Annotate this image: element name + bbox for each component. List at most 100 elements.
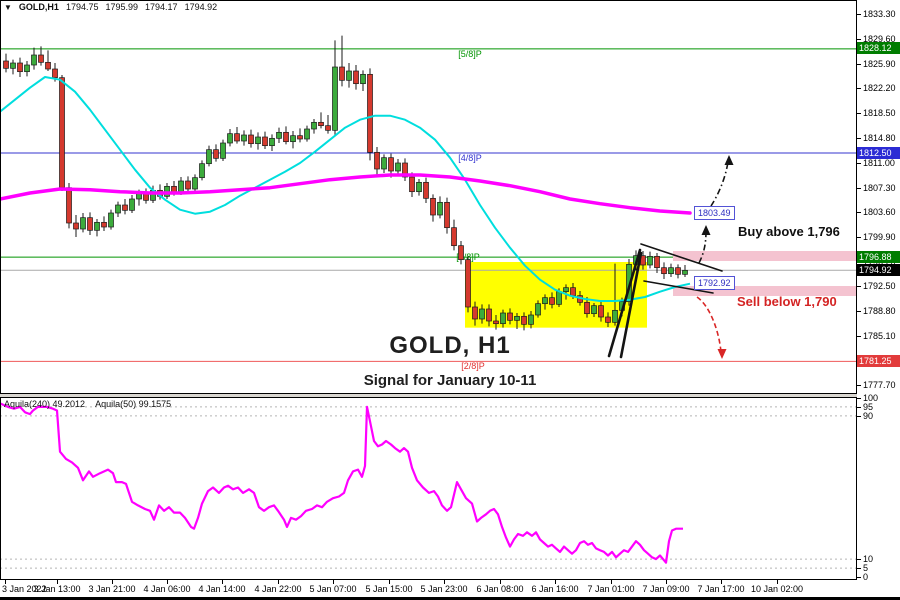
candle-body — [479, 308, 485, 320]
candle-body — [73, 222, 79, 230]
price-chart[interactable]: [5/8]P[4/8]P[3/8]P[2/8]P — [0, 0, 857, 394]
trend-line[interactable] — [607, 248, 642, 358]
candle-body — [248, 134, 254, 145]
candle-body — [549, 297, 555, 305]
time-tick — [611, 580, 612, 584]
axis-tick: 90 — [857, 411, 873, 421]
candle-body — [276, 131, 282, 139]
indicator-header: Aquila(240) 49.2012 Aquila(50) 99.1575 — [4, 399, 171, 409]
chart-frame — [0, 0, 857, 394]
candle-body — [227, 133, 233, 144]
candle-body — [353, 70, 359, 85]
aquila-line — [0, 402, 683, 564]
slow-ma-price-tag[interactable]: 1803.49 — [694, 206, 735, 220]
fast-ma-line — [0, 76, 691, 302]
price-marker-label: 1828.12 — [857, 42, 900, 54]
axis-tick: 1799.90 — [857, 232, 896, 242]
candle-body — [605, 316, 611, 323]
axis-tick: 1829.60 — [857, 34, 896, 44]
axis-tick: 1811.00 — [857, 158, 895, 168]
time-label: 4 Jan 14:00 — [198, 584, 246, 594]
candle-body — [647, 255, 653, 266]
candle-body — [584, 301, 590, 315]
fast-ma-price-tag[interactable]: 1792.92 — [694, 276, 735, 290]
candle-body — [402, 162, 408, 178]
time-label: 6 Jan 16:00 — [531, 584, 579, 594]
candle-body — [283, 131, 289, 143]
aquila-50-label: Aquila(50) 99.1575 — [95, 399, 172, 409]
candle-body — [521, 315, 527, 325]
candle-body — [500, 312, 506, 325]
axis-tick: 100 — [857, 393, 878, 403]
axis-tick: 1777.70 — [857, 380, 896, 390]
candle-body — [339, 66, 345, 81]
axis-tick: 1822.20 — [857, 83, 896, 93]
bear-arrow-head — [717, 349, 727, 359]
candle-body — [472, 306, 478, 320]
price-axis[interactable]: 1833.30 1829.60 1825.90 1822.20 1818.50 1814.… — [857, 0, 900, 582]
axis-tick: 1818.50 — [857, 108, 896, 118]
candle-body — [542, 297, 548, 305]
candle-body — [451, 227, 457, 247]
time-tick — [777, 580, 778, 584]
bull-arrow-2-head — [724, 155, 734, 165]
candle-body — [185, 180, 191, 190]
bear-arrow[interactable] — [696, 296, 722, 353]
time-label: 7 Jan 01:00 — [587, 584, 635, 594]
trend-line[interactable] — [619, 251, 643, 359]
chevron-down-icon[interactable]: ▼ — [4, 2, 12, 12]
candle-body — [122, 204, 128, 211]
aquila-indicator-panel[interactable] — [0, 397, 857, 580]
candle-body — [129, 198, 135, 211]
candle-body — [31, 54, 37, 66]
time-label: 10 Jan 02:00 — [750, 584, 804, 594]
axis-tick: 0 — [857, 572, 868, 582]
candle-body — [52, 68, 58, 79]
axis-tick: 1788.80 — [857, 306, 896, 316]
axis-tick: 95 — [857, 402, 873, 412]
zone-band[interactable] — [673, 251, 856, 261]
candle-body — [612, 309, 618, 323]
candle-body — [206, 149, 212, 165]
time-tick — [721, 580, 722, 584]
trend-line[interactable] — [640, 243, 723, 272]
candle-body — [535, 303, 541, 316]
candle-body — [45, 61, 51, 70]
time-label: 4 Jan 06:00 — [143, 584, 191, 594]
panel-separator[interactable] — [0, 394, 857, 397]
candle-body — [437, 201, 443, 216]
candle-body — [360, 73, 366, 85]
candle-body — [213, 149, 219, 159]
open-value: 1794.75 — [65, 2, 99, 12]
slow-ma-line — [0, 173, 692, 215]
time-label: 5 Jan 15:00 — [365, 584, 413, 594]
candle-body — [346, 70, 352, 81]
candle-body — [458, 245, 464, 261]
time-label: 3 Jan 21:00 — [88, 584, 136, 594]
candle-body — [297, 135, 303, 140]
candle-body — [192, 177, 198, 190]
candle-body — [241, 134, 247, 142]
candle-body — [24, 64, 30, 73]
close-value: 1794.92 — [184, 2, 218, 12]
candle-body — [318, 121, 324, 127]
candle-body — [444, 201, 450, 229]
candle-body — [66, 187, 72, 224]
candle-body — [269, 137, 275, 147]
axis-tick: 1803.60 — [857, 207, 896, 217]
time-label: 4 Jan 22:00 — [254, 584, 302, 594]
high-value: 1795.99 — [105, 2, 139, 12]
candle-body — [654, 255, 660, 269]
zone-band[interactable] — [673, 286, 856, 296]
candle-body — [10, 62, 16, 69]
time-axis[interactable]: 3 Jan 2022 3 Jan 13:00 3 Jan 21:00 4 Jan 06… — [0, 580, 900, 597]
candle-body — [661, 267, 667, 275]
candle-body — [38, 54, 44, 63]
price-marker-label: 1794.92 — [857, 264, 900, 276]
price-marker-label: 1812.50 — [857, 147, 900, 159]
bull-arrow-2[interactable] — [710, 161, 729, 207]
bottom-border — [0, 597, 900, 600]
candle-body — [325, 125, 331, 131]
trend-line[interactable] — [643, 280, 714, 294]
